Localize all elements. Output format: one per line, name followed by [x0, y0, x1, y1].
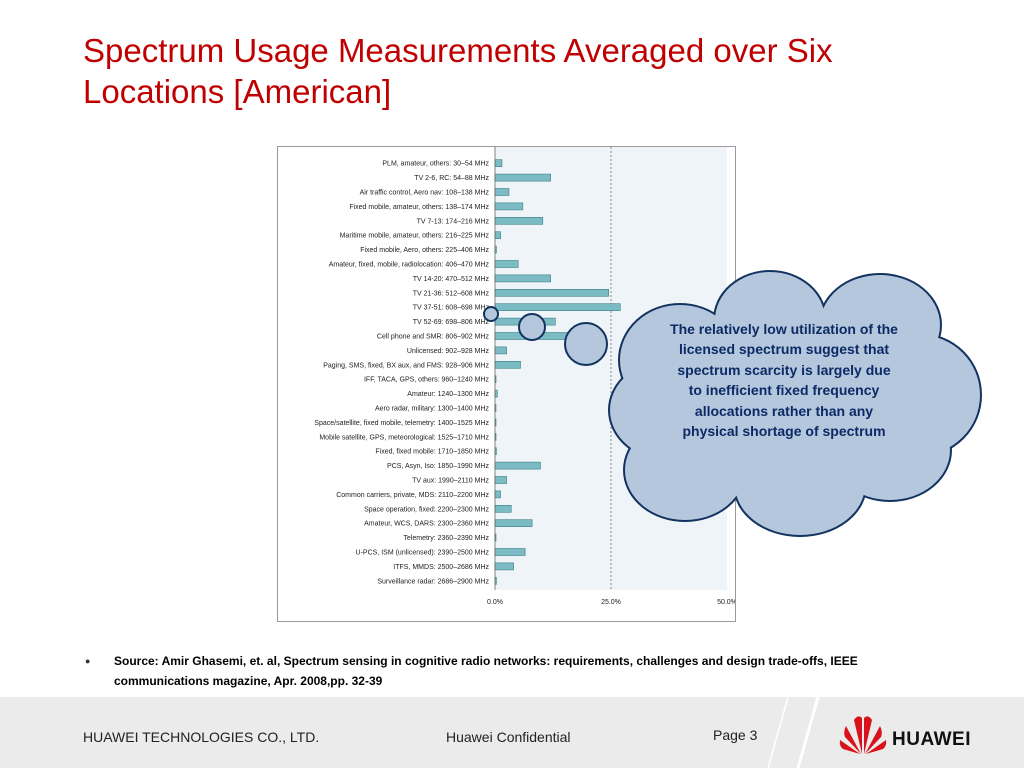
category-label: TV 2-6, RC: 54–88 MHz — [414, 175, 489, 182]
footer-divider-lines — [767, 697, 820, 768]
category-label: U-PCS, ISM (unlicensed): 2390–2500 MHz — [356, 550, 490, 557]
bar — [494, 188, 510, 196]
x-tick-label: 0.0% — [487, 599, 503, 606]
category-label: TV 21-36: 512–608 MHz — [413, 290, 490, 297]
category-label: TV 37-51: 608–698 MHz — [413, 305, 490, 312]
category-label: Unlicensed: 902–928 MHz — [407, 348, 490, 355]
footer-bar — [0, 697, 1024, 768]
source-citation: Source: Amir Ghasemi, et. al, Spectrum s… — [114, 654, 858, 688]
category-label: Fixed mobile, amateur, others: 138–174 M… — [349, 204, 489, 211]
logo-wordmark: HUAWEI — [892, 729, 971, 750]
bar-chart-svg: PLM, amateur, others: 30–54 MHz TV 2-6, R… — [314, 147, 735, 606]
category-label: Aero radar, military: 1300–1400 MHz — [375, 406, 489, 413]
category-label: Air traffic control, Aero nav: 108–138 M… — [360, 190, 490, 197]
category-label: Telemetry: 2360–2390 MHz — [403, 535, 489, 542]
category-label: Paging, SMS, fixed, BX aux, and FMS: 928… — [323, 362, 489, 369]
category-label: Space/satellite, fixed mobile, telemetry… — [314, 420, 489, 427]
category-label: Amateur, fixed, mobile, radiolocation: 4… — [329, 262, 490, 269]
thought-bubble-large — [564, 322, 608, 366]
thought-bubble-small — [483, 306, 499, 322]
category-label: ITFS, MMDS: 2500–2686 MHz — [393, 564, 489, 571]
category-label: Fixed, fixed mobile: 1710–1850 MHz — [375, 449, 489, 456]
bar — [494, 202, 524, 211]
category-label: TV 52-69: 698–806 MHz — [413, 319, 490, 326]
callout-text: The relatively low utilization of the li… — [670, 321, 898, 440]
category-label: TV aux: 1990–2110 MHz — [412, 478, 489, 485]
footer-confidential: Huawei Confidential — [446, 729, 571, 745]
category-label: PCS, Asyn, Iso: 1850–1990 MHz — [387, 463, 489, 470]
category-label: Common carriers, private, MDS: 2110–2200… — [336, 492, 489, 499]
callout-cloud — [483, 270, 982, 537]
huawei-logo-icon — [839, 716, 887, 754]
slide-title: Spectrum Usage Measurements Averaged ove… — [83, 32, 833, 110]
category-label: TV 7-13: 174–216 MHz — [417, 218, 490, 225]
x-tick-label: 50.0% — [717, 599, 735, 606]
category-label: Amateur, WCS, DARS: 2300–2360 MHz — [364, 521, 489, 528]
bar — [494, 173, 551, 182]
bar — [494, 260, 519, 268]
category-label: Amateur: 1240–1300 MHz — [407, 391, 489, 398]
bar — [494, 562, 514, 571]
thought-bubble-medium — [518, 313, 546, 341]
category-label: Surveillance radar: 2686–2900 MHz — [377, 578, 489, 585]
footer-company: HUAWEI TECHNOLOGIES CO., LTD. — [83, 729, 320, 745]
category-label: Fixed mobile, Aero, others: 225–406 MHz — [360, 247, 489, 254]
bar — [494, 217, 544, 225]
category-label: PLM, amateur, others: 30–54 MHz — [382, 161, 489, 168]
bar — [494, 159, 503, 167]
category-label: Maritime mobile, amateur, others: 216–22… — [340, 233, 490, 240]
bar — [494, 231, 501, 239]
cloud-shape — [610, 272, 980, 535]
category-label: Space operation, fixed: 2200–2300 MHz — [364, 506, 489, 513]
category-label: Mobile satellite, GPS, meteorological: 1… — [319, 434, 489, 441]
category-label: Cell phone and SMR: 806–902 MHz — [377, 334, 490, 341]
x-tick-label: 25.0% — [601, 599, 621, 606]
category-label: TV 14-20: 470–512 MHz — [413, 276, 490, 283]
category-label: IFF, TACA, GPS, others: 960–1240 MHz — [364, 377, 490, 384]
page-number: Page 3 — [713, 727, 758, 743]
bullet-icon: ● — [85, 656, 91, 666]
